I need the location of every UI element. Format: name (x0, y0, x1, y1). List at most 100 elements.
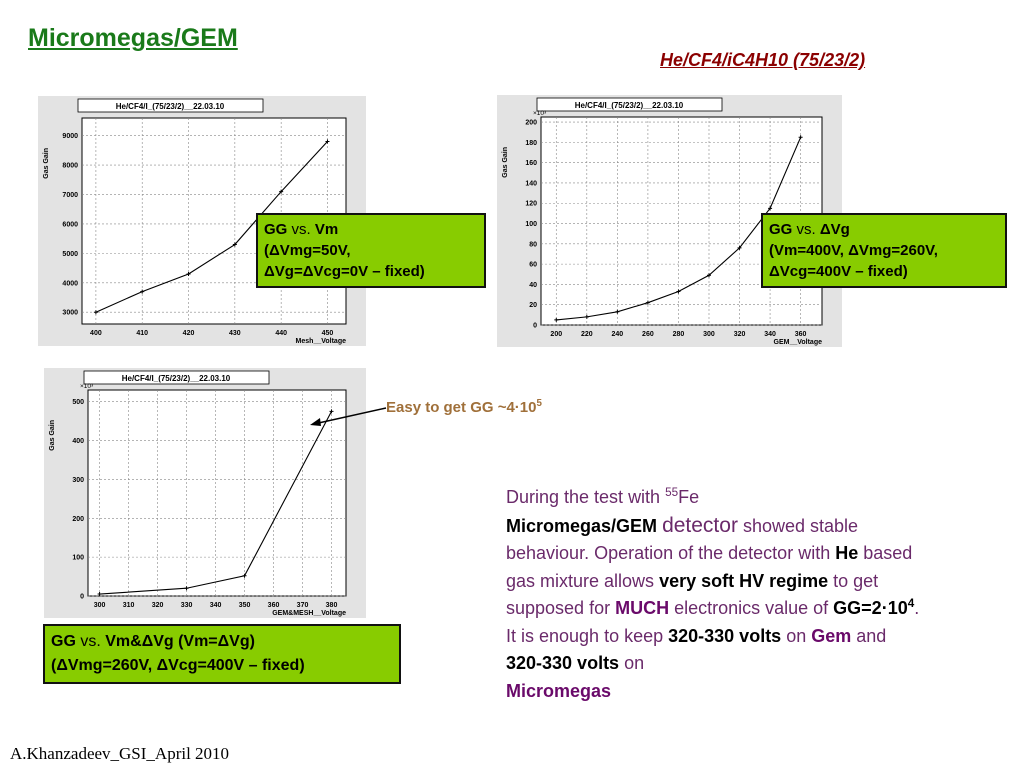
data-point (232, 242, 237, 247)
callout-text: GG (51, 633, 76, 650)
chart-title: He/CF4/I_(75/23/2)__22.03.10 (575, 101, 684, 110)
y-tick-label: 100 (72, 555, 84, 562)
para-bold: Micromegas (506, 680, 612, 701)
para-bold: He (835, 543, 859, 563)
y-tick-label: 80 (529, 241, 537, 248)
y-tick-label: 0 (533, 323, 537, 330)
callout-text: ΔVg=ΔVcg=0V – fixed) (264, 263, 425, 280)
y-tick-label: 120 (525, 201, 537, 208)
callout-gg-vs-dvg: GG vs. ΔVg (Vm=400V, ΔVmg=260V, ΔVcg=400… (761, 213, 1007, 288)
x-tick-label: 410 (136, 330, 148, 337)
callout-line: GG vs. Vm (264, 219, 478, 240)
para-sup: 55 (665, 486, 679, 499)
x-tick-label: 300 (703, 331, 715, 338)
para-sup: 4 (907, 597, 915, 610)
x-tick-label: 440 (275, 330, 287, 337)
x-tick-label: 360 (795, 331, 807, 338)
chart-title: He/CF4/I_(75/23/2)__22.03.10 (116, 102, 225, 111)
callout-text: ΔVcg=400V – fixed) (769, 263, 908, 280)
y-tick-label: 7000 (62, 192, 78, 199)
para-bold: Gem (811, 625, 852, 646)
x-tick-label: 420 (183, 330, 195, 337)
para-bold: 320-330 volts (668, 625, 782, 646)
annotation-arrow-icon (310, 407, 387, 426)
x-tick-label: 280 (673, 331, 685, 338)
y-exponent-label: ×10³ (80, 383, 94, 390)
para-text: detector (662, 513, 738, 537)
x-tick-label: 340 (210, 602, 222, 609)
para-text: electronics value of (669, 598, 834, 618)
data-point (645, 300, 650, 305)
callout-text: GG (264, 221, 288, 238)
callout-text: Vm (314, 221, 339, 238)
footer-author: A.Khanzadeev_GSI_April 2010 (10, 744, 230, 763)
x-tick-label: 320 (734, 331, 746, 338)
x-tick-label: 360 (268, 602, 280, 609)
y-tick-label: 4000 (62, 280, 78, 287)
para-text: Fe (678, 487, 700, 507)
y-tick-label: 180 (525, 140, 537, 147)
series-line (99, 411, 332, 595)
chart-title-box (536, 97, 723, 112)
data-point (798, 135, 803, 140)
data-point (706, 273, 711, 278)
data-point (242, 573, 247, 578)
y-tick-label: 40 (529, 282, 537, 289)
data-point (584, 314, 589, 319)
x-tick-label: 400 (90, 330, 102, 337)
plot-area (87, 389, 347, 597)
annotation-text: Easy to get GG ~4·10 (386, 399, 537, 416)
para-text: showed stable behaviour. Operation of th… (506, 515, 859, 564)
chart-gg-vs-vm-dvg-svg: 300 310 320 330 340 350 360 370 380 0 100 200 300 400… (44, 368, 366, 618)
data-point (140, 289, 145, 294)
summary-paragraph: During the test with 55Fe Micromegas/GEM… (506, 484, 926, 705)
para-bold: very soft HV regime (659, 570, 829, 591)
x-tick-label: 340 (764, 331, 776, 338)
x-tick-label: 200 (550, 331, 562, 338)
x-axis-label: Mesh__Voltage (296, 338, 347, 345)
y-tick-label: 9000 (62, 133, 78, 140)
callout-gg-vs-vm: GG vs. Vm (ΔVmg=50V, ΔVg=ΔVcg=0V – fixed… (256, 213, 486, 288)
para-bold: 320-330 volts (506, 653, 620, 673)
callout-line: (ΔVmg=260V, ΔVcg=400V – fixed) (51, 654, 393, 678)
slide-title: Micromegas/GEM (28, 24, 238, 52)
x-axis-label: GEM&MESH__Voltage (272, 610, 346, 617)
para-text: . It is enough to keep (506, 598, 920, 646)
x-axis-label: GEM__Voltage (774, 339, 823, 346)
para-text: on (619, 653, 645, 673)
y-tick-label: 60 (529, 262, 537, 269)
y-tick-label: 500 (72, 399, 84, 406)
para-text: based gas mixture allows (506, 543, 913, 591)
x-tick-label: 350 (239, 602, 251, 609)
y-tick-label: 400 (72, 438, 84, 445)
y-tick-label: 3000 (62, 310, 78, 317)
y-tick-label: 100 (525, 221, 537, 228)
y-tick-label: 8000 (62, 163, 78, 170)
para-bold: Micromegas/GEM (506, 515, 658, 536)
callout-text: Vm&ΔVg (Vm=ΔVg) (105, 633, 255, 650)
data-point (186, 271, 191, 276)
gas-mixture-title: He/CF4/iC4H10 (75/23/2) (660, 50, 866, 70)
x-tick-label: 330 (181, 602, 193, 609)
para-text: During the test with (506, 487, 666, 507)
callout-text: (ΔVmg=260V, ΔVcg=400V – fixed) (51, 657, 305, 674)
callout-text: (Vm=400V, ΔVmg=260V, (769, 242, 938, 259)
y-tick-label: 20 (529, 302, 537, 309)
y-exponent-label: ×10³ (533, 110, 547, 117)
y-tick-label: 300 (72, 477, 84, 484)
y-tick-label: 200 (525, 120, 537, 127)
callout-gg-vs-vm-dvg: GG vs. Vm&ΔVg (Vm=ΔVg) (ΔVmg=260V, ΔVcg=… (43, 624, 401, 684)
chart-title: He/CF4/I_(75/23/2)__22.03.10 (122, 374, 231, 383)
callout-text: vs. (287, 221, 315, 238)
chart-title-box (83, 370, 270, 385)
callout-line: ΔVcg=400V – fixed) (769, 261, 999, 282)
series-line (95, 141, 328, 313)
data-point (279, 189, 284, 194)
x-tick-label: 370 (297, 602, 309, 609)
callout-text: vs. (792, 221, 820, 238)
y-tick-label: 0 (80, 594, 84, 601)
data-point (93, 310, 98, 315)
y-tick-label: 5000 (62, 251, 78, 258)
data-point (615, 309, 620, 314)
x-tick-label: 260 (642, 331, 654, 338)
